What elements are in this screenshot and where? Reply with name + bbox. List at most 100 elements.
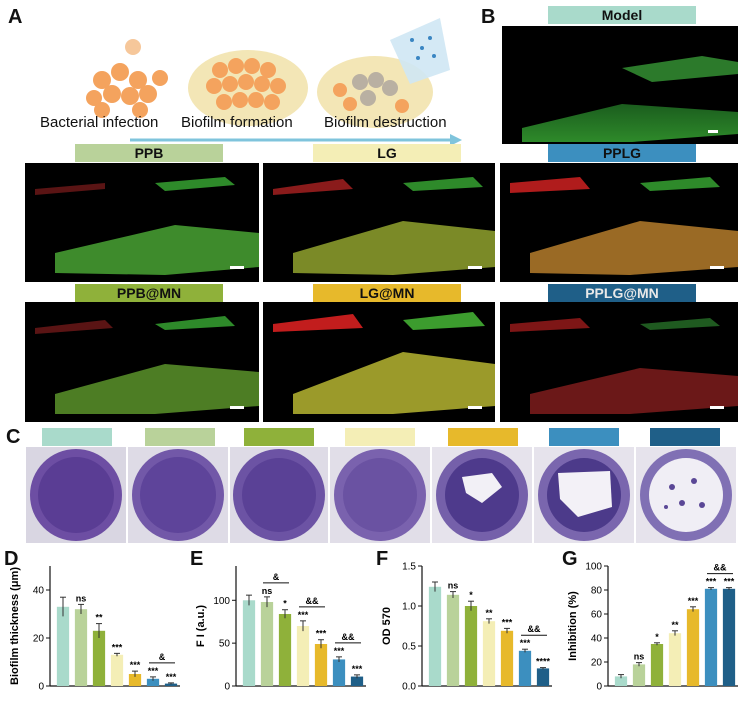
confocal-image-model: [502, 26, 738, 144]
bar: [260, 602, 274, 686]
y-tick-label: 0: [224, 682, 230, 693]
significance-label: ***: [316, 629, 327, 639]
significance-label: ns: [76, 593, 87, 603]
bar: [164, 683, 178, 686]
confocal-image-lg-mn: [263, 302, 495, 422]
bracket-label: &: [273, 572, 280, 582]
panel-label-d: D: [4, 548, 19, 570]
y-tick-label: 60: [591, 610, 603, 621]
bar: [500, 630, 514, 686]
step-label-destruction: Biofilm destruction: [324, 114, 447, 131]
panel-label-a: A: [8, 6, 23, 28]
significance-label: ns: [448, 581, 459, 591]
bar: [686, 609, 700, 686]
crystal-violet-well-pplg: [534, 447, 634, 543]
swatch-pplg: [549, 428, 619, 446]
bar: [428, 586, 442, 686]
y-tick-label: 0: [596, 682, 602, 693]
crystal-violet-well-ppb: [128, 447, 228, 543]
significance-label: ***: [688, 596, 699, 606]
confocal-image-lg: [263, 163, 495, 282]
significance-label: **: [485, 608, 493, 618]
y-tick-label: 1.5: [402, 562, 416, 573]
bar: [242, 600, 256, 686]
y-tick-label: 40: [591, 634, 603, 645]
bar: [74, 609, 88, 686]
bar: [722, 588, 736, 686]
y-tick-label: 100: [585, 562, 602, 573]
bar: [518, 650, 532, 686]
significance-label: ***: [130, 660, 141, 670]
crystal-violet-well-lg-mn: [432, 447, 532, 543]
significance-label: *: [469, 590, 473, 600]
label-model: Model: [548, 6, 696, 24]
crystal-violet-well-ppb-mn: [230, 447, 328, 543]
y-axis-label: Inhibition (%): [567, 591, 579, 661]
label-lg-mn: LG@MN: [313, 284, 461, 302]
crystal-violet-well-model: [26, 447, 126, 543]
bar: [464, 606, 478, 686]
bracket-label: &&: [306, 596, 319, 606]
bar: [350, 676, 364, 686]
y-tick-label: 0.0: [402, 682, 416, 693]
significance-label: ***: [166, 672, 177, 682]
significance-label: ns: [262, 586, 273, 596]
label-ppb-mn: PPB@MN: [75, 284, 223, 302]
y-tick-label: 0.5: [402, 642, 416, 653]
significance-label: *: [283, 599, 287, 609]
y-tick-label: 80: [591, 586, 603, 597]
y-axis-label: OD 570: [381, 607, 393, 645]
step-label-formation: Biofilm formation: [181, 114, 293, 131]
label-ppb: PPB: [75, 144, 223, 162]
bar: [92, 630, 106, 686]
crystal-violet-well-lg: [330, 447, 430, 543]
bar: [650, 644, 664, 686]
bar: [314, 644, 328, 686]
bar: [536, 668, 550, 686]
bar: [668, 633, 682, 686]
bracket-label: &&: [528, 624, 541, 634]
y-tick-label: 0: [38, 682, 44, 693]
significance-label: ***: [724, 577, 735, 587]
biofilm-destruction-icon: [317, 18, 450, 128]
bracket-label: &&: [714, 563, 727, 573]
y-tick-label: 40: [33, 586, 45, 597]
panel-label-c: C: [6, 426, 21, 448]
confocal-image-pplg-mn: [500, 302, 738, 422]
significance-label: ***: [502, 617, 513, 627]
y-tick-label: 50: [219, 639, 231, 650]
y-tick-label: 20: [33, 634, 45, 645]
significance-label: ***: [520, 638, 531, 648]
bar: [614, 676, 628, 686]
swatch-ppb-mn: [244, 428, 314, 446]
bracket-label: &: [159, 652, 166, 662]
confocal-image-ppb: [25, 163, 259, 282]
panel-label-b: B: [481, 6, 496, 28]
crystal-violet-well-pplg-mn: [636, 447, 736, 543]
panel-label-e: E: [190, 548, 204, 570]
significance-label: ***: [148, 666, 159, 676]
bar: [110, 654, 124, 686]
significance-label: *: [655, 632, 659, 642]
y-tick-label: 20: [591, 658, 603, 669]
bracket-label: &&: [342, 632, 355, 642]
label-lg: LG: [313, 144, 461, 162]
bar: [296, 626, 310, 686]
significance-label: ***: [334, 646, 345, 656]
bar: [128, 674, 142, 686]
bar: [56, 606, 70, 686]
significance-label: ***: [112, 642, 123, 652]
label-pplg-mn: PPLG@MN: [548, 284, 696, 302]
bar: [632, 664, 646, 686]
significance-label: **: [95, 613, 103, 623]
swatch-model: [42, 428, 112, 446]
swatch-ppb: [145, 428, 215, 446]
biofilm-matrix-icon: [188, 50, 308, 126]
significance-label: ****: [536, 657, 551, 667]
bacteria-cluster-icon: [86, 39, 168, 118]
confocal-image-pplg: [500, 163, 738, 282]
